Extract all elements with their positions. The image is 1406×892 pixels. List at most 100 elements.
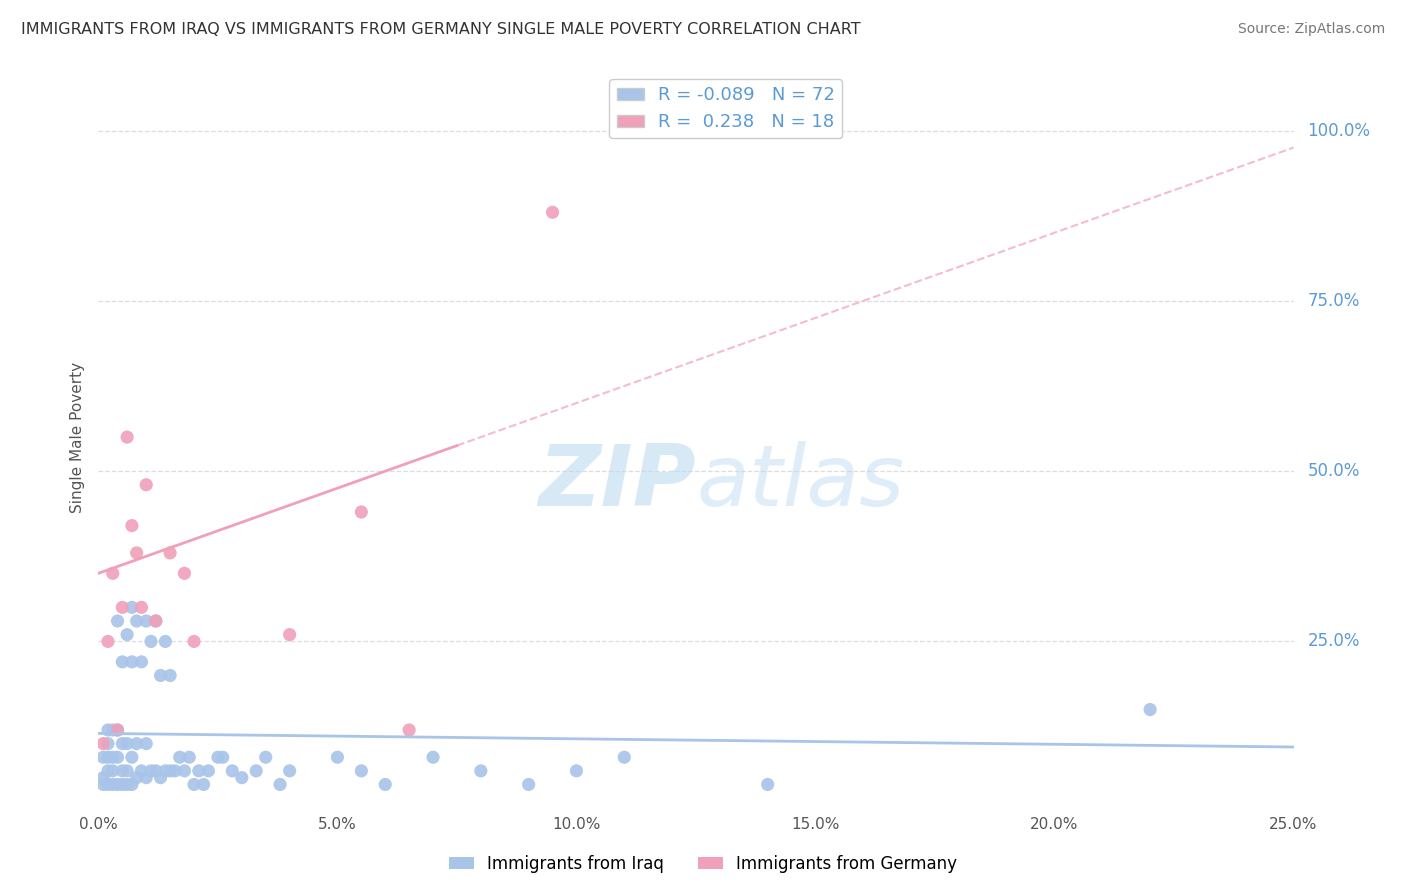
Point xyxy=(756,777,779,791)
Point xyxy=(145,614,167,628)
Point xyxy=(125,737,148,751)
Point xyxy=(278,627,301,641)
Point xyxy=(179,750,201,764)
Point xyxy=(131,764,153,778)
Point xyxy=(1139,702,1161,716)
Point xyxy=(183,634,205,648)
Point xyxy=(125,546,148,560)
Point xyxy=(173,566,195,581)
Point xyxy=(541,205,564,219)
Point xyxy=(211,750,233,764)
Point xyxy=(326,750,349,764)
Point xyxy=(115,777,138,791)
Point xyxy=(135,614,157,628)
Point xyxy=(221,764,243,778)
Point xyxy=(155,634,177,648)
Point xyxy=(101,750,124,764)
Point xyxy=(163,764,186,778)
Point xyxy=(97,750,120,764)
Point xyxy=(107,723,129,737)
Point xyxy=(139,634,162,648)
Text: 75.0%: 75.0% xyxy=(1308,292,1360,310)
Point xyxy=(107,777,129,791)
Point xyxy=(350,505,373,519)
Point xyxy=(149,668,172,682)
Point xyxy=(398,723,420,737)
Point xyxy=(131,600,153,615)
Text: 100.0%: 100.0% xyxy=(1308,121,1371,139)
Point xyxy=(111,600,134,615)
Point xyxy=(374,777,396,791)
Point xyxy=(231,771,253,785)
Point xyxy=(278,764,301,778)
Legend: Immigrants from Iraq, Immigrants from Germany: Immigrants from Iraq, Immigrants from Ge… xyxy=(443,848,963,880)
Point xyxy=(135,477,157,491)
Point xyxy=(101,723,124,737)
Point xyxy=(470,764,492,778)
Point xyxy=(183,777,205,791)
Point xyxy=(121,518,143,533)
Point xyxy=(121,750,143,764)
Point xyxy=(121,655,143,669)
Point xyxy=(97,737,120,751)
Point xyxy=(131,655,153,669)
Point xyxy=(111,777,134,791)
Point xyxy=(107,750,129,764)
Point xyxy=(115,764,138,778)
Point xyxy=(111,764,134,778)
Point xyxy=(101,777,124,791)
Point xyxy=(139,764,162,778)
Text: 50.0%: 50.0% xyxy=(1308,462,1360,480)
Point xyxy=(91,737,114,751)
Point xyxy=(207,750,229,764)
Point xyxy=(135,771,157,785)
Point xyxy=(115,627,138,641)
Point xyxy=(121,600,143,615)
Point xyxy=(173,764,195,778)
Point xyxy=(101,566,124,581)
Legend: R = -0.089   N = 72, R =  0.238   N = 18: R = -0.089 N = 72, R = 0.238 N = 18 xyxy=(609,79,842,138)
Point xyxy=(97,723,120,737)
Point xyxy=(91,750,114,764)
Point xyxy=(125,614,148,628)
Point xyxy=(197,764,219,778)
Point xyxy=(613,750,636,764)
Point xyxy=(254,750,277,764)
Text: 25.0%: 25.0% xyxy=(1308,632,1360,650)
Point xyxy=(159,764,181,778)
Point xyxy=(245,764,267,778)
Point xyxy=(422,750,444,764)
Point xyxy=(97,634,120,648)
Y-axis label: Single Male Poverty: Single Male Poverty xyxy=(70,361,86,513)
Point xyxy=(107,723,129,737)
Point xyxy=(187,764,209,778)
Point xyxy=(145,614,167,628)
Point xyxy=(91,771,114,785)
Point xyxy=(149,771,172,785)
Point xyxy=(97,777,120,791)
Point xyxy=(155,764,177,778)
Point xyxy=(145,764,167,778)
Point xyxy=(159,668,181,682)
Point xyxy=(111,737,134,751)
Point xyxy=(269,777,291,791)
Point xyxy=(135,737,157,751)
Point xyxy=(111,655,134,669)
Point xyxy=(115,430,138,444)
Point xyxy=(350,764,373,778)
Point xyxy=(565,764,588,778)
Point xyxy=(159,546,181,560)
Point xyxy=(125,771,148,785)
Text: IMMIGRANTS FROM IRAQ VS IMMIGRANTS FROM GERMANY SINGLE MALE POVERTY CORRELATION : IMMIGRANTS FROM IRAQ VS IMMIGRANTS FROM … xyxy=(21,22,860,37)
Point xyxy=(107,614,129,628)
Point xyxy=(115,737,138,751)
Text: Source: ZipAtlas.com: Source: ZipAtlas.com xyxy=(1237,22,1385,37)
Point xyxy=(91,777,114,791)
Point xyxy=(121,777,143,791)
Text: atlas: atlas xyxy=(696,441,904,524)
Point xyxy=(97,764,120,778)
Point xyxy=(101,764,124,778)
Point xyxy=(193,777,215,791)
Text: ZIP: ZIP xyxy=(538,441,696,524)
Point xyxy=(517,777,540,791)
